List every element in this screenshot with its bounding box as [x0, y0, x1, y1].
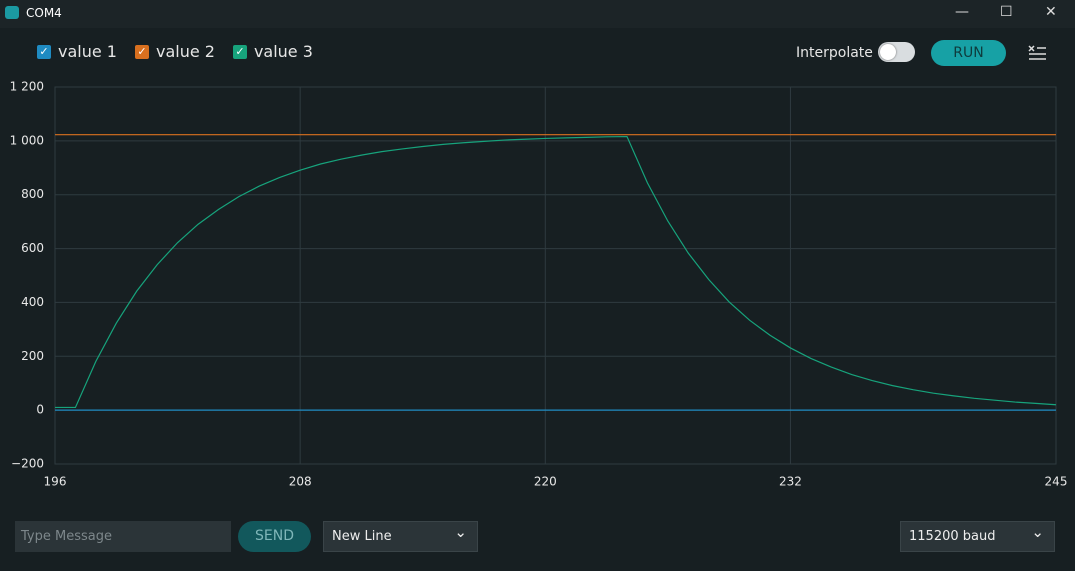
line-ending-select[interactable]: New Line — [323, 518, 478, 552]
maximize-button[interactable]: ☐ — [1000, 4, 1013, 20]
y-tick-label: 800 — [21, 187, 44, 201]
legend: ✓ value 1 ✓ value 2 ✓ value 3 — [37, 42, 313, 61]
interpolate-toggle[interactable] — [878, 42, 915, 62]
message-input[interactable]: Type Message — [15, 521, 231, 552]
y-tick-label: −200 — [11, 457, 44, 471]
y-tick-label: 600 — [21, 241, 44, 255]
legend-entry[interactable]: ✓ value 3 — [232, 42, 313, 61]
close-button[interactable]: ✕ — [1045, 4, 1057, 20]
x-tick-label: 220 — [534, 475, 557, 489]
app-icon — [5, 6, 19, 19]
window-title: COM4 — [26, 6, 62, 20]
minimize-button[interactable]: — — [955, 4, 969, 20]
legend-label: value 3 — [253, 42, 313, 61]
x-tick-label: 232 — [779, 475, 802, 489]
send-button[interactable]: SEND — [238, 521, 311, 552]
y-tick-label: 400 — [21, 295, 44, 309]
y-tick-label: 1 000 — [10, 133, 44, 147]
clear-button[interactable] — [1028, 44, 1047, 60]
y-tick-label: 0 — [36, 403, 44, 417]
y-tick-label: 1 200 — [10, 80, 44, 94]
y-tick-label: 200 — [21, 349, 44, 363]
title-bar: COM4 — ☐ ✕ — [0, 0, 1075, 28]
legend-label: value 1 — [58, 42, 117, 61]
legend-checkbox[interactable]: ✓ — [37, 44, 51, 59]
plot-frame — [54, 86, 1057, 465]
x-tick-label: 196 — [44, 475, 67, 489]
legend-entry[interactable]: ✓ value 2 — [134, 42, 215, 61]
interpolate-label: Interpolate — [796, 45, 873, 61]
x-tick-label: 208 — [289, 475, 312, 489]
baud-rate-select[interactable]: 115200 baud — [900, 518, 1055, 552]
legend-label: value 2 — [155, 42, 215, 61]
legend-checkbox[interactable]: ✓ — [232, 44, 247, 59]
legend-entry[interactable]: ✓ value 1 — [37, 42, 117, 61]
x-tick-label: 245 — [1045, 475, 1068, 489]
series-line — [55, 135, 1057, 409]
legend-checkbox[interactable]: ✓ — [134, 44, 149, 59]
run-button[interactable]: RUN — [931, 40, 1006, 66]
